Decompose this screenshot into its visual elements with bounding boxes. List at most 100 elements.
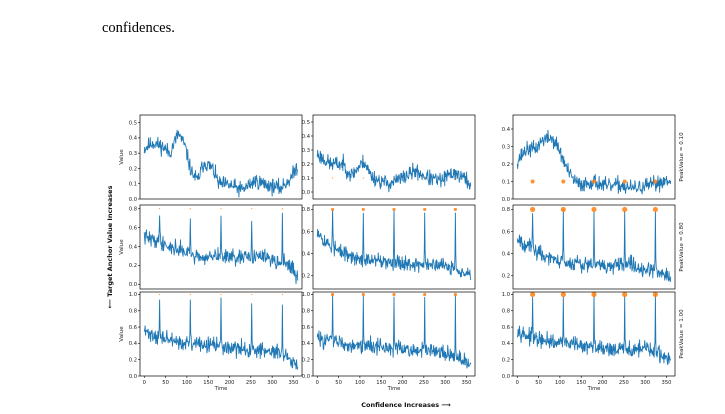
panel-r2c1-xtick-label-3: 150 xyxy=(376,380,386,386)
panel-r2c1-peak-marker-0 xyxy=(331,292,335,297)
panel-r2c0-ytick-label-4: 0.8 xyxy=(129,309,137,315)
panel-r2c1-series xyxy=(316,294,472,369)
panel-r1c0-series xyxy=(143,212,299,285)
panel-r2c0-ytick-label-1: 0.2 xyxy=(129,357,137,363)
panel-r0c0-ytick-label-4: 0.4 xyxy=(129,136,138,142)
panel-r2c2-xtick-label-3: 150 xyxy=(576,380,586,386)
y-axis-title: ⟵ Target Anchor Value Increases xyxy=(106,185,114,308)
panel-r2c0-ytick-label-5: 1.0 xyxy=(129,292,137,298)
panel-r0c1-peak-marker-0 xyxy=(332,177,334,179)
panel-r2c2-xlabel: Time xyxy=(587,386,601,392)
panel-r0c1-peak-marker-2 xyxy=(393,177,395,179)
panel-r0c0-ytick-label-3: 0.3 xyxy=(129,151,137,157)
panel-r0c1-ytick-label-1: 0.1 xyxy=(302,176,310,182)
caption-line-2: confidences. xyxy=(102,20,175,36)
panel-r2c1-ytick-label-1: 0.2 xyxy=(302,357,310,363)
panel-r1c1-peak-marker-2 xyxy=(392,207,396,212)
panel-r0c1-ytick-label-2: 0.2 xyxy=(302,162,310,168)
panel-r2c1-ytick-label-2: 0.4 xyxy=(302,341,311,347)
panel-r2c1-xlabel: Time xyxy=(387,386,401,392)
panel-r1c2-series xyxy=(516,209,672,283)
row-label-2: PeakValue = 1.00 xyxy=(679,309,685,359)
panel-r0c1-ytick-label-5: 0.5 xyxy=(302,120,310,126)
panel-r1c1-peak-marker-3 xyxy=(423,207,427,212)
panel-r1c0-peak-marker-0 xyxy=(159,208,161,210)
panel-r2c1-frame xyxy=(312,291,476,377)
panel-r2c2-peak-marker-0 xyxy=(530,291,536,298)
panel-r2c0-xlabel: Time xyxy=(214,386,228,392)
panel-r2c1-peak-marker-2 xyxy=(392,292,396,297)
panel-r0c1-series xyxy=(316,149,472,193)
panel-r2c1-xtick-label-4: 200 xyxy=(398,380,408,386)
panel-r2c0-xtick-label-2: 100 xyxy=(182,380,192,386)
panel-r2c2-xtick-label-7: 350 xyxy=(662,380,672,386)
panel-r2c0-xtick-label-7: 350 xyxy=(289,380,299,386)
panel-r1c0-ytick-label-1: 0.2 xyxy=(129,263,137,269)
panel-r0c2-peak-marker-4 xyxy=(653,179,658,184)
panel-r0c2-peak-marker-2 xyxy=(592,179,596,184)
panel-r1c2-peak-marker-4 xyxy=(652,206,658,213)
panel-r0c1-ytick-label-4: 0.4 xyxy=(302,134,311,140)
panel-r1c0-peak-marker-1 xyxy=(189,208,191,210)
panel-r0c1-peak-marker-1 xyxy=(362,177,364,179)
panel-r2c1-peak-marker-4 xyxy=(453,292,457,297)
panel-r2c0-peak-marker-4 xyxy=(281,293,283,296)
panel-r0c0-frame xyxy=(139,114,303,200)
panel-r1c0-ytick-label-0: 0.0 xyxy=(129,282,137,288)
panel-r2c2-xtick-label-5: 250 xyxy=(619,380,629,386)
panel-r1c1-peak-marker-4 xyxy=(453,207,457,212)
row-label-1: PeakValue = 0.80 xyxy=(679,222,685,272)
panel-r2c1-xtick-label-0: 0 xyxy=(316,380,319,386)
panel-r0c2-ytick-label-1: 0.1 xyxy=(502,179,510,185)
panel-r0c1-peak-marker-3 xyxy=(424,177,426,179)
panel-r0c2-series xyxy=(516,129,672,195)
panel-r0c1-ytick-label-0: 0.0 xyxy=(302,190,310,196)
panel-r0c0-ytick-label-1: 0.1 xyxy=(129,182,137,188)
panel-r1c2-peak-marker-0 xyxy=(530,206,536,213)
panel-r2c1-peak-marker-3 xyxy=(423,292,427,297)
panel-r0c2-ytick-label-0: 0.0 xyxy=(502,197,510,203)
panel-r2c0-xtick-label-0: 0 xyxy=(143,380,146,386)
panel-r1c0-peak-marker-2 xyxy=(220,208,222,210)
panel-r2c2-peak-marker-1 xyxy=(560,291,566,298)
panel-r1c0-peak-marker-3 xyxy=(251,208,253,210)
panel-r1c2-ytick-label-2: 0.6 xyxy=(502,229,510,235)
panel-r0c2-peak-marker-0 xyxy=(530,179,535,184)
panel-r0c0-ytick-label-0: 0.0 xyxy=(129,197,137,203)
x-axis-title: Confidence Increases ⟶ xyxy=(361,401,451,409)
panel-r1c0-frame xyxy=(139,204,303,290)
panel-r1c1-series xyxy=(316,209,472,281)
panel-r2c1-xtick-label-7: 350 xyxy=(462,380,472,386)
panel-r2c0-peak-marker-1 xyxy=(189,293,191,296)
panel-r2c0-series xyxy=(143,297,299,370)
panel-r2c2-ytick-label-0: 0.0 xyxy=(502,374,510,380)
panel-r2c1-xtick-label-5: 250 xyxy=(419,380,429,386)
panel-r2c0-xtick-label-3: 150 xyxy=(203,380,213,386)
panel-r2c0-peak-marker-2 xyxy=(220,293,222,296)
row-label-0: PeakValue = 0.10 xyxy=(679,132,685,182)
panel-r1c0-ytick-label-4: 0.8 xyxy=(129,207,137,213)
panel-r1c2-peak-marker-2 xyxy=(591,206,597,213)
panel-r2c1-peak-marker-1 xyxy=(361,292,365,297)
panel-r2c2-peak-marker-4 xyxy=(652,291,658,298)
panel-r2c2-peak-marker-2 xyxy=(591,291,597,298)
panel-r2c2-ytick-label-4: 0.8 xyxy=(502,309,510,315)
panel-r2c2-peak-marker-3 xyxy=(622,291,628,298)
panel-r2c0-peak-marker-3 xyxy=(251,293,253,296)
panel-r0c2-ytick-label-4: 0.4 xyxy=(502,127,511,133)
panel-r2c1-xtick-label-1: 50 xyxy=(335,380,342,386)
panel-r1c1-ytick-label-1: 0.4 xyxy=(302,251,311,257)
panel-r2c0-ytick-label-0: 0.0 xyxy=(129,374,137,380)
panel-r0c1-peak-marker-4 xyxy=(454,177,456,179)
panel-r2c1-xtick-label-2: 100 xyxy=(355,380,365,386)
panel-r1c2-ytick-label-3: 0.8 xyxy=(502,207,510,213)
panel-r1c1-peak-marker-0 xyxy=(331,207,335,212)
panel-r0c0-ylabel: Value xyxy=(119,149,125,165)
panel-r1c0-ylabel: Value xyxy=(119,239,125,255)
panel-r2c2-xtick-label-4: 200 xyxy=(598,380,608,386)
panel-r0c2-peak-marker-1 xyxy=(561,179,566,184)
panel-r0c2-ytick-label-2: 0.2 xyxy=(502,162,510,168)
panel-r1c0-ytick-label-2: 0.4 xyxy=(129,244,138,250)
panel-r1c2-ytick-label-1: 0.4 xyxy=(502,251,511,257)
